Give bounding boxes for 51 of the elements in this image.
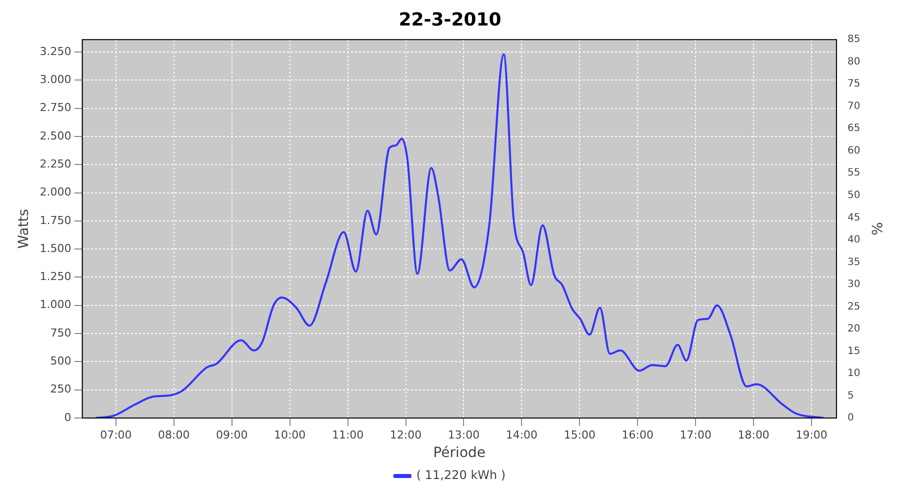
y-tick-label: 2.000 (40, 186, 72, 199)
y-tick-label: 2.750 (40, 101, 72, 114)
x-tick-label: 07:00 (100, 428, 132, 442)
x-tick-label: 10:00 (274, 428, 306, 442)
y-tick-label: 2.500 (40, 129, 72, 142)
x-tick-label: 15:00 (564, 428, 596, 442)
x-tick-label: 09:00 (216, 428, 248, 442)
x-tick-label: 12:00 (390, 428, 422, 442)
y-tick-label: 3.250 (40, 44, 72, 58)
y-tick-label: 0 (64, 410, 72, 424)
y-tick-label: 250 (50, 382, 72, 396)
y2-tick-label: 70 (847, 100, 860, 112)
y2-tick-label: 20 (847, 324, 860, 335)
x-tick-label: 17:00 (680, 428, 712, 442)
y2-tick-label: 5 (847, 390, 854, 402)
y2-tick-label: 55 (847, 168, 860, 179)
y2-tick-label: 45 (847, 212, 860, 224)
y2-tick-label: 50 (847, 190, 860, 202)
y2-tick-label: 30 (847, 279, 860, 290)
y-tick-label: 1.750 (40, 214, 72, 227)
chart-title: 22-3-2010 (398, 9, 502, 30)
y-tick-label: 2.250 (40, 157, 72, 170)
x-axis-title: Période (433, 445, 486, 462)
y-tick-label: 1.500 (40, 242, 72, 255)
y2-tick-label: 15 (847, 346, 860, 357)
y-tick-label: 3.000 (40, 73, 72, 86)
x-tick-label: 19:00 (796, 428, 828, 442)
x-tick-label: 13:00 (448, 428, 480, 442)
y-tick-label: 1.250 (40, 270, 72, 284)
y2-tick-label: 25 (847, 301, 860, 312)
y2-tick-label: 65 (847, 123, 860, 134)
y2-tick-label: 80 (847, 56, 860, 68)
y-tick-label: 1.000 (40, 298, 72, 312)
y2-tick-label: 85 (847, 34, 860, 46)
legend-label: ( 11,220 kWh ) (416, 468, 506, 482)
y2-tick-label: 40 (847, 234, 860, 246)
y-tick-label: 500 (50, 354, 72, 368)
line-series (94, 53, 825, 418)
y2-tick-label: 0 (847, 412, 854, 424)
x-tick-label: 08:00 (158, 428, 190, 442)
y-tick-label: 750 (50, 326, 72, 340)
x-tick-label: 18:00 (738, 428, 770, 442)
y2-axis-title: % (868, 222, 884, 236)
y2-tick-label: 35 (847, 256, 860, 268)
y-axis-title: Watts (16, 208, 32, 249)
y2-tick-label: 60 (847, 145, 860, 156)
x-tick-label: 16:00 (622, 428, 654, 442)
y2-tick-label: 10 (847, 368, 860, 380)
y2-tick-label: 75 (847, 78, 860, 90)
x-tick-label: 11:00 (332, 428, 364, 442)
x-tick-label: 14:00 (506, 428, 538, 442)
